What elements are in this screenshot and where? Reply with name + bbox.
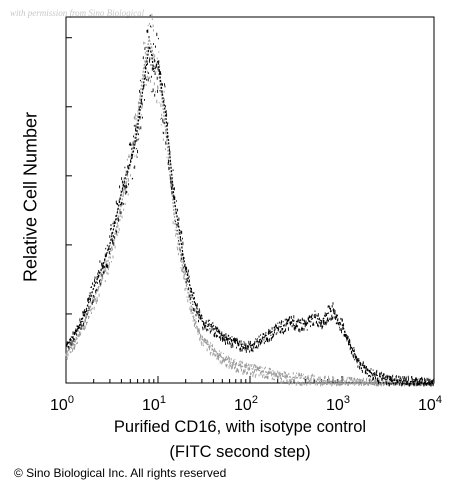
- copyright-notice: © Sino Biological Inc. All rights reserv…: [14, 466, 227, 480]
- x-tick-label: 104: [418, 394, 442, 414]
- x-tick-labels: 100 101 102 103 104: [50, 394, 442, 414]
- y-axis-ticks: [66, 37, 72, 315]
- x-axis-label: Purified CD16, with isotype control: [113, 418, 367, 436]
- series-layer: [65, 13, 435, 387]
- x-tick-label: 102: [234, 394, 258, 414]
- x-tick-label: 103: [326, 394, 350, 414]
- watermark-text: with permission from Sino Biological: [10, 8, 145, 18]
- x-tick-label: 101: [142, 394, 166, 414]
- series-line: [65, 38, 435, 384]
- series-stipple: [65, 14, 435, 387]
- series-line: [65, 46, 435, 384]
- y-axis-label: Relative Cell Number: [20, 111, 41, 283]
- plot-frame: [65, 16, 435, 384]
- cd16-series: [65, 14, 435, 387]
- isotype-control-series: [65, 13, 435, 387]
- series-stipple: [65, 13, 435, 387]
- x-axis-label-subtitle: (FITC second step): [169, 443, 311, 461]
- x-tick-label: 100: [50, 394, 74, 414]
